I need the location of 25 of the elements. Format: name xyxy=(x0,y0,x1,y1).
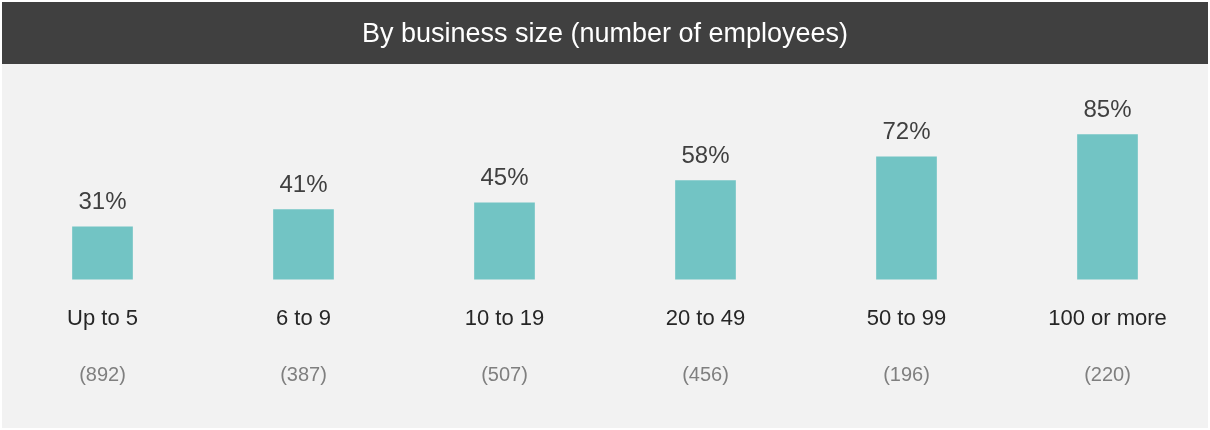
data-label: 45% xyxy=(480,163,529,191)
data-label: 31% xyxy=(78,187,127,215)
bar xyxy=(474,202,535,280)
text: (892) xyxy=(79,363,126,386)
chart-title: By business size (number of employees) xyxy=(2,2,1208,64)
text: (456) xyxy=(682,363,729,386)
text: (220) xyxy=(1084,363,1131,386)
bar xyxy=(675,180,736,280)
x-tick-label: 20 to 49 xyxy=(665,304,746,330)
bar xyxy=(273,209,334,280)
data-label: 72% xyxy=(882,117,931,145)
x-tick-label: 100 or more xyxy=(1048,304,1167,330)
bar xyxy=(1077,134,1138,280)
data-label: 85% xyxy=(1083,95,1132,123)
x-tick-label: 50 to 99 xyxy=(866,304,947,330)
bar xyxy=(72,226,133,280)
text: (387) xyxy=(280,363,327,386)
bar xyxy=(876,156,937,280)
data-label: 41% xyxy=(279,170,328,198)
x-tick-label: 10 to 19 xyxy=(464,304,545,330)
text: (196) xyxy=(883,363,930,386)
x-tick-label: 6 to 9 xyxy=(275,304,332,330)
data-label: 58% xyxy=(681,141,730,169)
text: (507) xyxy=(481,363,528,386)
x-tick-label: Up to 5 xyxy=(67,304,138,330)
